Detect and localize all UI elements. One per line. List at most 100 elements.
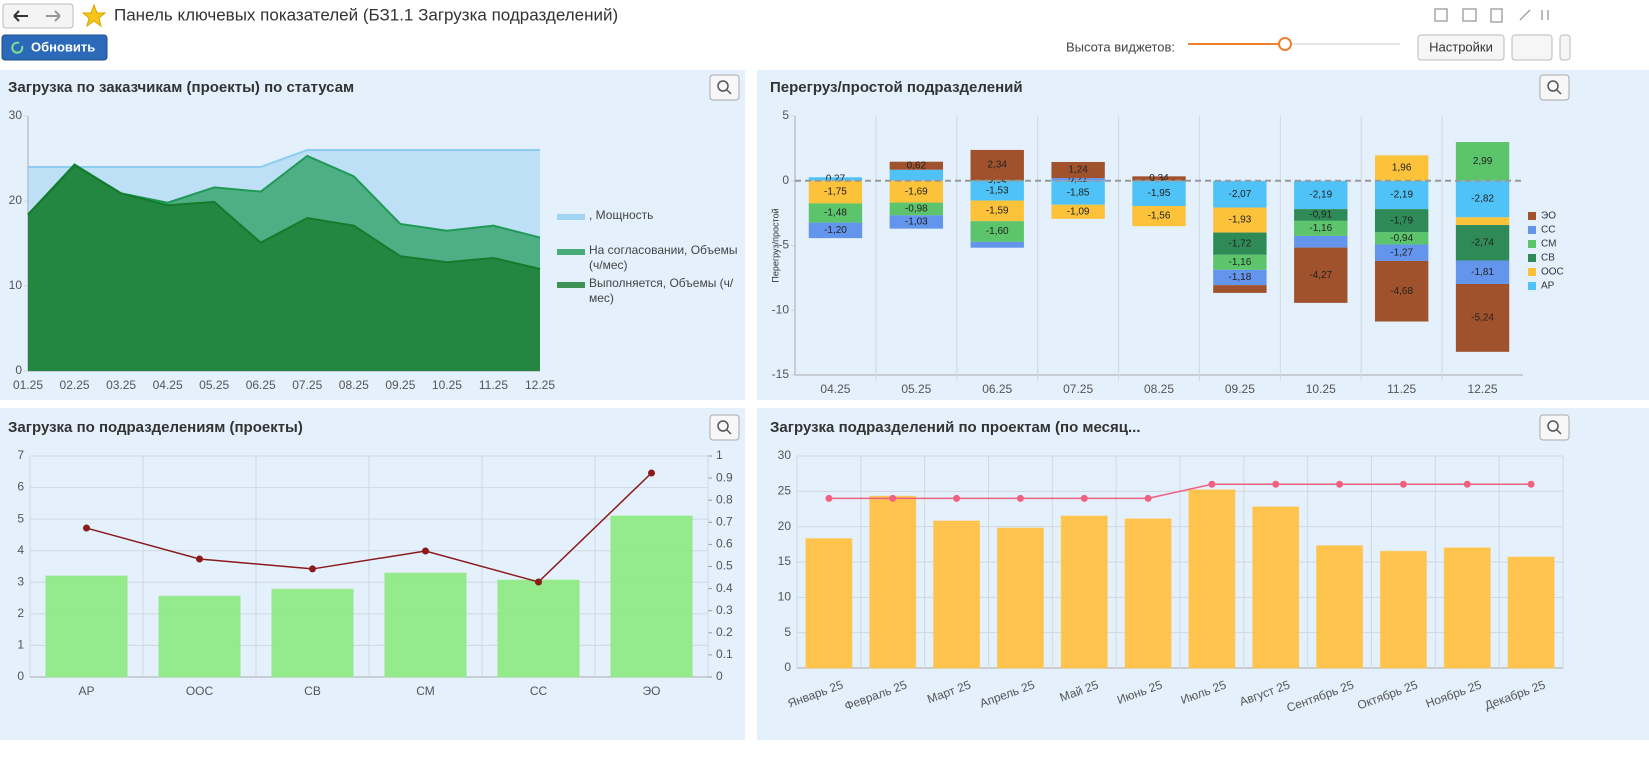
y-tick-label: 20 — [9, 193, 23, 207]
line-point — [1080, 494, 1088, 502]
x-tick-label: СС — [530, 684, 548, 698]
bar-segment — [808, 203, 863, 223]
x-tick-label: 07.25 — [1063, 382, 1093, 396]
data-label: -1,20 — [824, 225, 847, 236]
legend-swatch — [1528, 282, 1536, 290]
y-axis-label: Перегруз/простой — [770, 208, 780, 282]
bar-segment — [970, 221, 1024, 242]
slider-knob[interactable] — [1278, 37, 1292, 51]
y2-tick-label: 0.1 — [716, 647, 733, 661]
x-tick-label: 04.25 — [153, 378, 183, 392]
y-tick-label: 0 — [15, 363, 22, 377]
x-tick-label: 12.25 — [1468, 382, 1498, 396]
legend-entry: На согласовании, Объемы (ч/мес) — [589, 243, 738, 272]
legend-swatch — [557, 214, 585, 220]
bar-segment — [970, 200, 1024, 222]
bar — [1124, 518, 1172, 669]
x-tick-label: 10.25 — [432, 378, 462, 392]
area — [28, 165, 540, 371]
y-tick-label: 2 — [17, 606, 24, 620]
bar — [1507, 556, 1555, 669]
refresh-button[interactable] — [1, 34, 108, 61]
bar-segment — [1051, 161, 1105, 179]
y-tick-label: -5 — [778, 238, 789, 252]
line-point — [535, 578, 542, 586]
y-tick-label: 10 — [778, 590, 792, 604]
y-tick-label: 5 — [782, 108, 789, 122]
y-tick-label: 15 — [778, 554, 792, 568]
bar-segment — [1051, 180, 1105, 205]
bar-segment — [1132, 176, 1186, 181]
data-label: -1,69 — [905, 186, 928, 197]
legend-label: ООС — [1541, 267, 1564, 278]
y-tick-label: 5 — [17, 511, 24, 525]
line-point — [1399, 480, 1407, 488]
legend-label: , Мощность — [589, 208, 654, 222]
area-line — [27, 164, 541, 270]
bar-segment — [1294, 180, 1348, 210]
bar-segment — [1132, 180, 1186, 207]
line-point — [196, 555, 203, 563]
y-tick-label: 7 — [17, 448, 24, 462]
line-point — [309, 565, 316, 573]
line-point — [1144, 494, 1152, 502]
legend-swatch — [557, 282, 585, 288]
x-tick-label: 05.25 — [901, 382, 931, 396]
bar-segment — [1213, 207, 1267, 233]
settings-button[interactable] — [1417, 34, 1505, 61]
bar-segment — [1374, 260, 1429, 322]
refresh-icon — [11, 41, 24, 54]
bar — [805, 538, 853, 669]
bar-segment — [970, 149, 1024, 181]
legend-swatch — [1528, 240, 1536, 248]
x-tick-label: 11.25 — [1387, 382, 1416, 396]
legend-swatch — [1528, 254, 1536, 262]
legend-entry: , Мощность — [589, 208, 654, 222]
extra-button[interactable] — [1559, 34, 1571, 61]
y-tick-label: 5 — [784, 625, 791, 639]
data-label: -2,82 — [1471, 194, 1494, 205]
x-tick-label: 06.25 — [982, 382, 1012, 396]
bar-segment — [1455, 180, 1510, 218]
data-label: -1,56 — [1148, 211, 1171, 222]
y2-tick-label: 0.4 — [716, 581, 733, 595]
data-label: -2,19 — [1390, 190, 1413, 201]
x-tick-label: СВ — [304, 684, 321, 698]
search-buttons[interactable] — [709, 74, 1570, 441]
x-tick-label: 01.25 — [13, 378, 43, 392]
line — [86, 472, 653, 583]
legend-label: Выполняется, Объемы (ч/мес) — [589, 276, 734, 305]
data-label: -5,24 — [1471, 313, 1494, 324]
favorite-star[interactable] — [81, 3, 107, 28]
data-label: 0,21 — [1068, 174, 1088, 185]
nav-buttons[interactable] — [2, 3, 74, 29]
legend-label: АР — [1541, 281, 1555, 292]
bar-segment — [970, 241, 1024, 248]
data-label: -1,85 — [1067, 187, 1090, 198]
data-label: -1,81 — [1471, 267, 1494, 278]
data-label: -1,53 — [986, 185, 1009, 196]
bar-segment — [1213, 232, 1267, 255]
area-line — [28, 149, 540, 168]
search-icons — [717, 80, 1562, 435]
bar-segment — [889, 161, 944, 170]
data-label: -1,93 — [1228, 215, 1251, 226]
x-tick-label: 04.25 — [820, 382, 850, 396]
bar-segment — [1294, 247, 1348, 303]
y-tick-label: 0 — [17, 669, 24, 683]
data-label: -2,19 — [1309, 190, 1332, 201]
data-label: -1,09 — [1067, 206, 1090, 217]
y-tick-label: 3 — [17, 574, 24, 588]
x-tick-label: 08.25 — [1144, 382, 1174, 396]
x-tick-label: 09.25 — [1225, 382, 1255, 396]
bar-segment — [1132, 206, 1186, 227]
y-tick-label: 25 — [778, 484, 792, 498]
bar — [271, 588, 354, 678]
bar-segment — [889, 202, 944, 216]
line-point — [83, 524, 90, 532]
data-label: -4,68 — [1390, 286, 1413, 297]
chart-title: Загрузка по заказчикам (проекты) по стат… — [8, 79, 354, 96]
view-button[interactable] — [1511, 34, 1553, 61]
legend-swatch — [1528, 226, 1536, 234]
